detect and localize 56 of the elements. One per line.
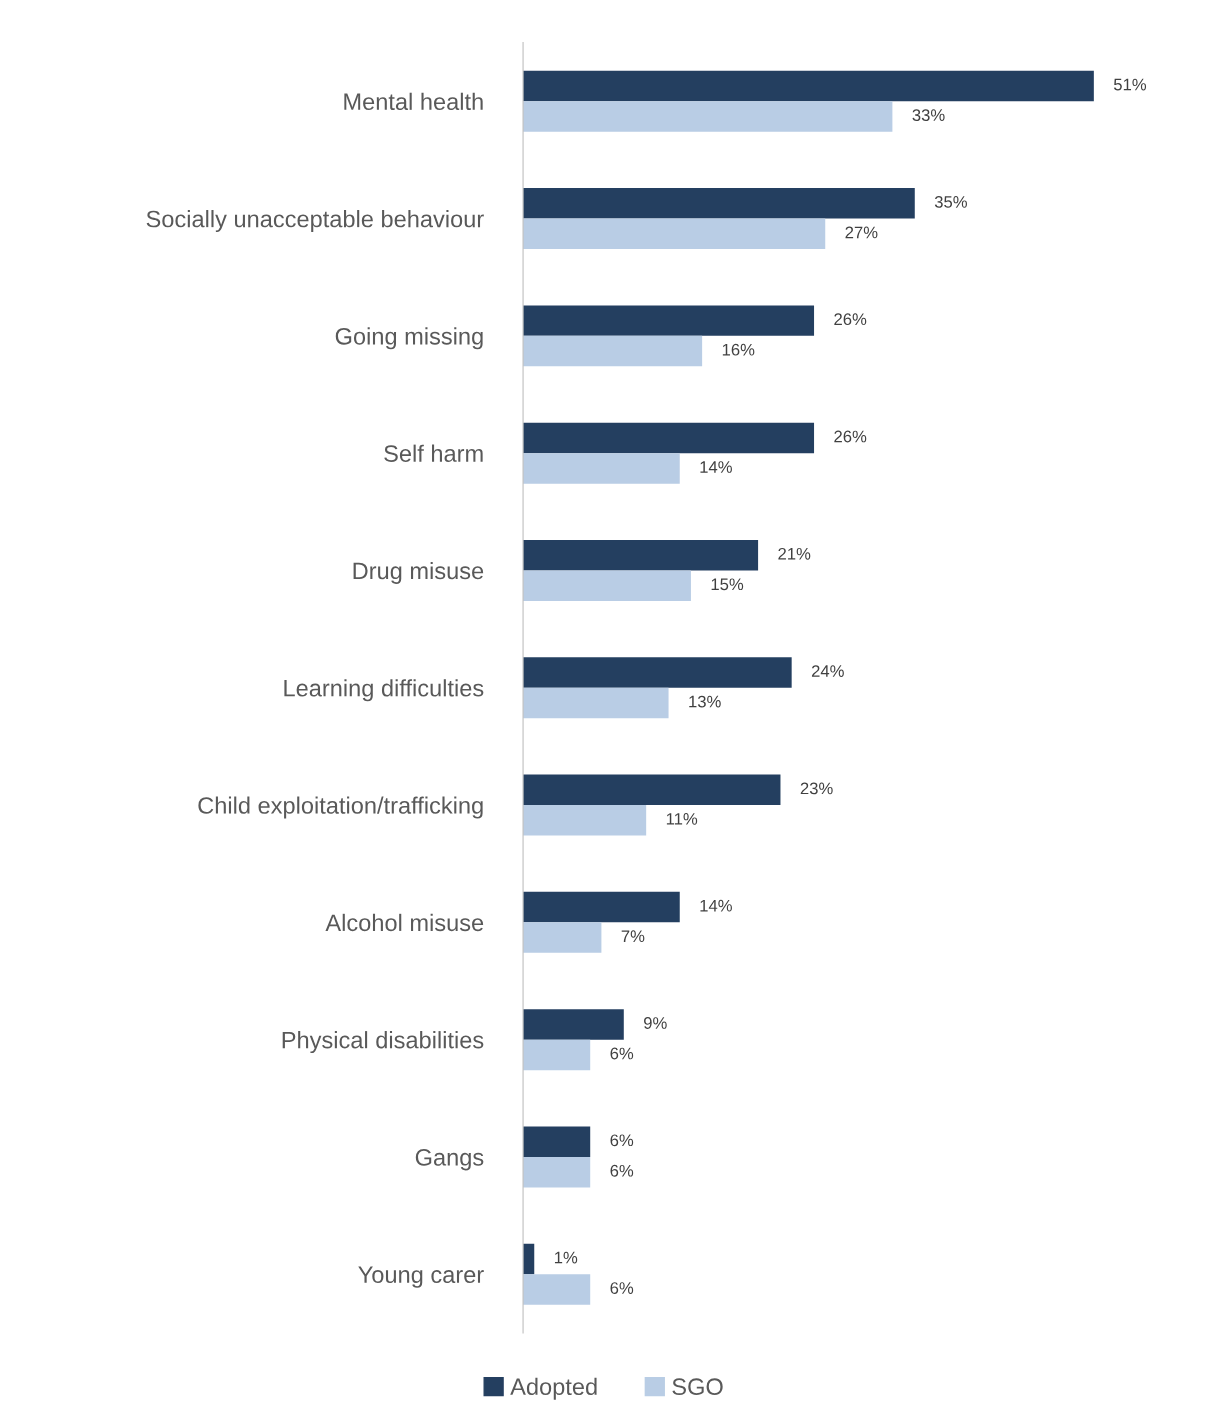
bar [523, 101, 893, 132]
bar [523, 335, 703, 367]
bar [523, 188, 915, 219]
bar [523, 687, 669, 719]
data-label: 13% [689, 695, 721, 708]
data-label: 16% [722, 343, 755, 356]
y-tick-label: Going missing [335, 327, 483, 350]
y-tick-label: Physical disabilities [282, 1031, 484, 1054]
y-tick-label: Alcohol misuse [325, 913, 484, 932]
data-label: 6% [610, 1282, 634, 1294]
bar [523, 657, 792, 688]
data-label: 51% [1113, 78, 1147, 91]
data-label: 24% [811, 665, 844, 677]
bar [523, 453, 680, 484]
bar [523, 774, 781, 806]
bar [523, 922, 602, 953]
bar [523, 1009, 624, 1040]
y-tick-label: Gangs [415, 1149, 484, 1171]
data-label: 14% [700, 899, 732, 912]
data-label: 9% [644, 1017, 667, 1029]
data-label: 11% [666, 813, 698, 825]
bar [523, 1126, 591, 1157]
bar [523, 539, 759, 571]
y-tick-label: Child exploitation/trafficking [198, 796, 483, 819]
bar [523, 218, 826, 250]
y-tick-label: Socially unacceptable behaviour [146, 210, 484, 233]
data-label: 15% [711, 578, 744, 591]
data-label: 27% [845, 226, 878, 239]
bar [523, 1274, 591, 1305]
data-label: 21% [778, 547, 811, 560]
data-label: 7% [621, 930, 645, 943]
bar [523, 305, 815, 336]
data-label: 26% [834, 313, 867, 326]
data-label: 1% [554, 1251, 578, 1264]
data-label: 33% [912, 109, 945, 121]
y-tick-label: Self harm [384, 444, 483, 462]
bar [523, 422, 815, 454]
data-label: 23% [800, 782, 833, 795]
bar [523, 570, 691, 601]
y-tick-label: Young carer [358, 1266, 484, 1288]
bar [523, 1156, 591, 1188]
data-label: 26% [834, 430, 867, 443]
legend-label: SGO [672, 1378, 723, 1396]
y-tick-label: Drug misuse [353, 561, 484, 584]
y-tick-label: Mental health [344, 92, 483, 111]
bar [523, 805, 647, 836]
legend-label: Adopted [510, 1377, 597, 1400]
data-label: 6% [610, 1134, 634, 1147]
data-label: 6% [610, 1047, 634, 1060]
data-label: 6% [610, 1164, 634, 1177]
data-label: 35% [934, 196, 967, 208]
bar [523, 1039, 591, 1071]
data-label: 14% [700, 461, 732, 473]
bar [523, 891, 680, 923]
y-tick-label: Learning difficulties [284, 679, 484, 702]
bar [523, 70, 1094, 102]
